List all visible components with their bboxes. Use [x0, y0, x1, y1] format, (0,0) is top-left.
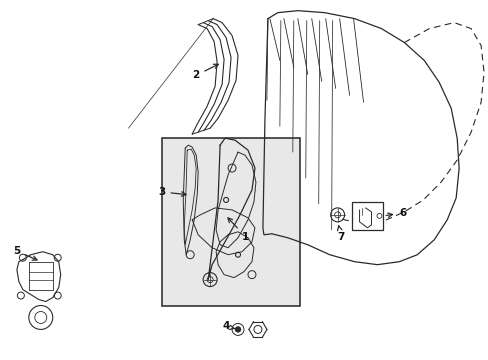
Text: 1: 1 — [227, 218, 249, 242]
Text: 2: 2 — [192, 64, 218, 80]
Text: 3: 3 — [158, 187, 185, 197]
Bar — [162, 138, 299, 306]
Text: 4: 4 — [222, 321, 234, 332]
Text: 6: 6 — [386, 208, 406, 218]
Bar — [351, 202, 383, 230]
Text: 5: 5 — [13, 246, 37, 260]
Circle shape — [235, 327, 240, 332]
Text: 7: 7 — [337, 226, 345, 242]
